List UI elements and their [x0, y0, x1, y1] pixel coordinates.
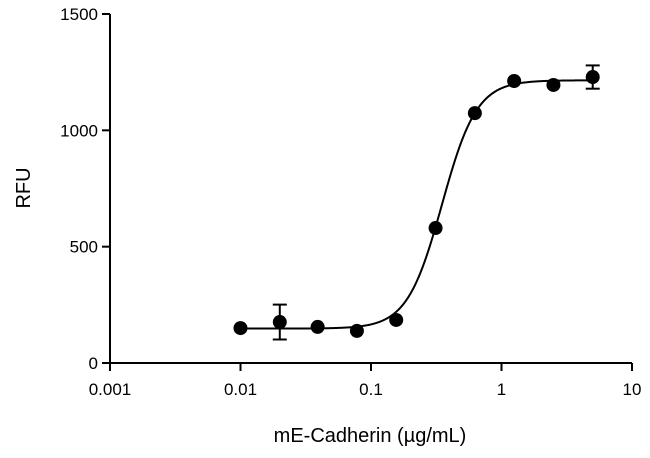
data-point: [233, 321, 248, 336]
y-tick-label: 1000: [60, 121, 98, 140]
data-point: [389, 312, 404, 327]
y-tick-label: 1500: [60, 5, 98, 24]
data-point: [507, 74, 522, 89]
x-tick-label: 10: [623, 380, 642, 399]
data-point: [349, 323, 364, 338]
data-point: [428, 221, 443, 236]
data-point: [546, 77, 561, 92]
x-axis-title: mE-Cadherin (µg/mL): [274, 425, 467, 447]
data-point: [272, 315, 287, 330]
x-tick-label: 0.01: [224, 380, 257, 399]
data-point: [467, 106, 482, 121]
y-tick-label: 500: [70, 238, 98, 257]
data-point: [310, 319, 325, 334]
x-tick-label: 0.001: [89, 380, 132, 399]
x-tick-label: 0.1: [359, 380, 383, 399]
x-tick-label: 1: [497, 380, 506, 399]
y-tick-label: 0: [89, 354, 98, 373]
data-point: [585, 70, 600, 85]
fit-curve: [240, 79, 593, 330]
y-axis-title: RFU: [13, 167, 35, 208]
